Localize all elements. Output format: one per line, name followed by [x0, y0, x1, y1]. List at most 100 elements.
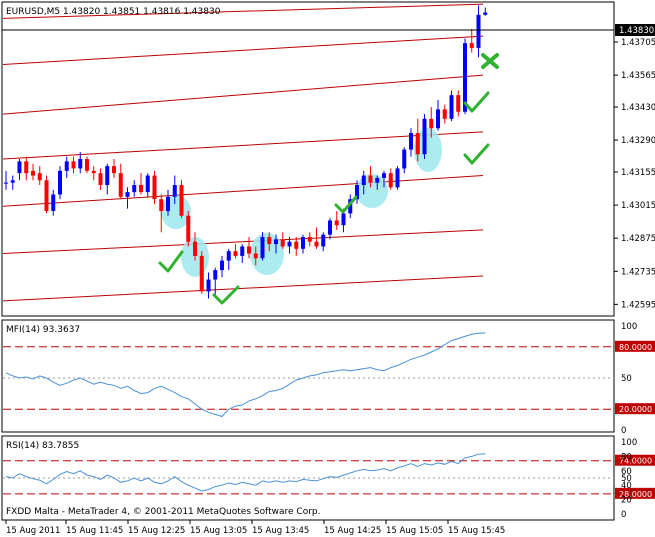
candle	[152, 170, 157, 204]
candle	[98, 168, 103, 190]
channel-line	[2, 275, 484, 302]
candle	[159, 194, 164, 233]
candle	[85, 156, 89, 174]
candle-body	[139, 185, 143, 193]
candle	[382, 170, 386, 188]
check-mark-icon	[212, 285, 240, 305]
price-tick-label: 1.42735	[621, 267, 655, 277]
channel-line	[2, 74, 484, 115]
candle-body	[368, 175, 373, 183]
candle	[449, 90, 454, 122]
candle	[375, 175, 380, 190]
candle-body	[193, 241, 197, 256]
candle	[321, 232, 326, 252]
time-tick-label: 15 Aug 14:25	[324, 526, 381, 536]
candle-body	[4, 182, 8, 184]
candle	[260, 232, 265, 261]
candle	[456, 90, 461, 117]
candle-body	[172, 185, 177, 197]
indicator-tick-label: 60	[621, 467, 632, 477]
mfi-panel: 80.0000 20.0000 MFI(14) 93.3637 100 50 0	[1, 319, 655, 436]
candle-body	[37, 173, 42, 181]
level-label-box	[615, 487, 655, 499]
candle-body	[31, 170, 35, 176]
candle	[206, 272, 211, 299]
candle-body	[361, 175, 366, 185]
candle-body	[409, 133, 413, 150]
candle	[118, 163, 123, 200]
candle-body	[341, 213, 346, 226]
candle	[328, 218, 332, 240]
mfi-panel-frame	[1, 319, 615, 433]
candle	[388, 168, 393, 190]
candle-body	[240, 246, 245, 256]
candle-body	[442, 109, 447, 119]
candle	[334, 211, 339, 230]
price-tick-label: 1.43290	[621, 136, 655, 146]
channel-lines	[2, 3, 484, 302]
level-label: 20.0000	[619, 405, 652, 414]
candle-body	[44, 180, 49, 211]
indicator-tick-label: 0	[621, 426, 626, 436]
candle-body	[463, 43, 467, 112]
candle-body	[382, 173, 386, 178]
candle	[483, 7, 488, 16]
indicator-tick-label: 50	[621, 374, 632, 384]
candle	[409, 128, 413, 157]
candle-body	[145, 175, 150, 193]
candle	[4, 170, 8, 190]
candle-body	[112, 166, 116, 174]
candle	[402, 147, 407, 174]
candle-body	[267, 237, 272, 245]
candle-body	[274, 239, 278, 245]
candle-body	[395, 168, 400, 188]
candle	[280, 232, 285, 249]
rsi-series-line	[5, 453, 486, 492]
indicator-tick-label: 40	[621, 481, 632, 491]
candle-body	[294, 241, 299, 249]
price-tick-label: 1.43565	[621, 71, 655, 81]
cross-mark-icon	[481, 53, 499, 69]
check-marks	[158, 91, 490, 305]
candle	[436, 99, 440, 131]
candle-body	[85, 159, 89, 171]
time-tick-label: 15 Aug 11:45	[66, 526, 123, 536]
candle-body	[402, 149, 407, 169]
candle	[78, 151, 83, 174]
price-tick-label: 1.43015	[621, 201, 655, 211]
candle	[179, 180, 184, 219]
check-mark-icon	[463, 91, 490, 113]
candle	[132, 180, 137, 197]
candle	[37, 166, 42, 185]
time-tick-label: 15 Aug 2011	[6, 526, 60, 536]
candle-body	[449, 95, 454, 119]
candle-body	[105, 166, 110, 185]
candle-body	[287, 241, 292, 247]
candle	[58, 166, 62, 200]
level-label: 80.0000	[619, 343, 652, 352]
candle	[233, 244, 238, 259]
level-label: 74.0000	[619, 457, 652, 466]
candle-body	[301, 237, 305, 249]
footer-copyright: FXDD Malta - MetaTrader 4, © 2001-2011 M…	[6, 507, 321, 517]
rsi-header: RSI(14) 83.7855	[6, 441, 79, 451]
level-label-box	[615, 340, 655, 352]
candle-body	[226, 251, 231, 261]
candle-body	[260, 237, 265, 259]
candle	[51, 189, 56, 216]
candle-body	[415, 133, 420, 155]
candle-body	[10, 180, 15, 183]
channel-line	[2, 175, 484, 207]
candle-body	[328, 220, 332, 235]
candle-body	[51, 194, 56, 211]
candle	[199, 251, 204, 294]
channel-line	[2, 131, 484, 160]
candle	[44, 175, 49, 214]
candle-body	[483, 12, 488, 15]
candle-body	[199, 255, 204, 292]
price-tick-label: 1.42875	[621, 234, 655, 244]
indicator-tick-label: 20	[621, 496, 632, 506]
candle	[301, 234, 305, 254]
price-tick-label: 1.43705	[621, 38, 655, 48]
candle	[240, 244, 245, 263]
